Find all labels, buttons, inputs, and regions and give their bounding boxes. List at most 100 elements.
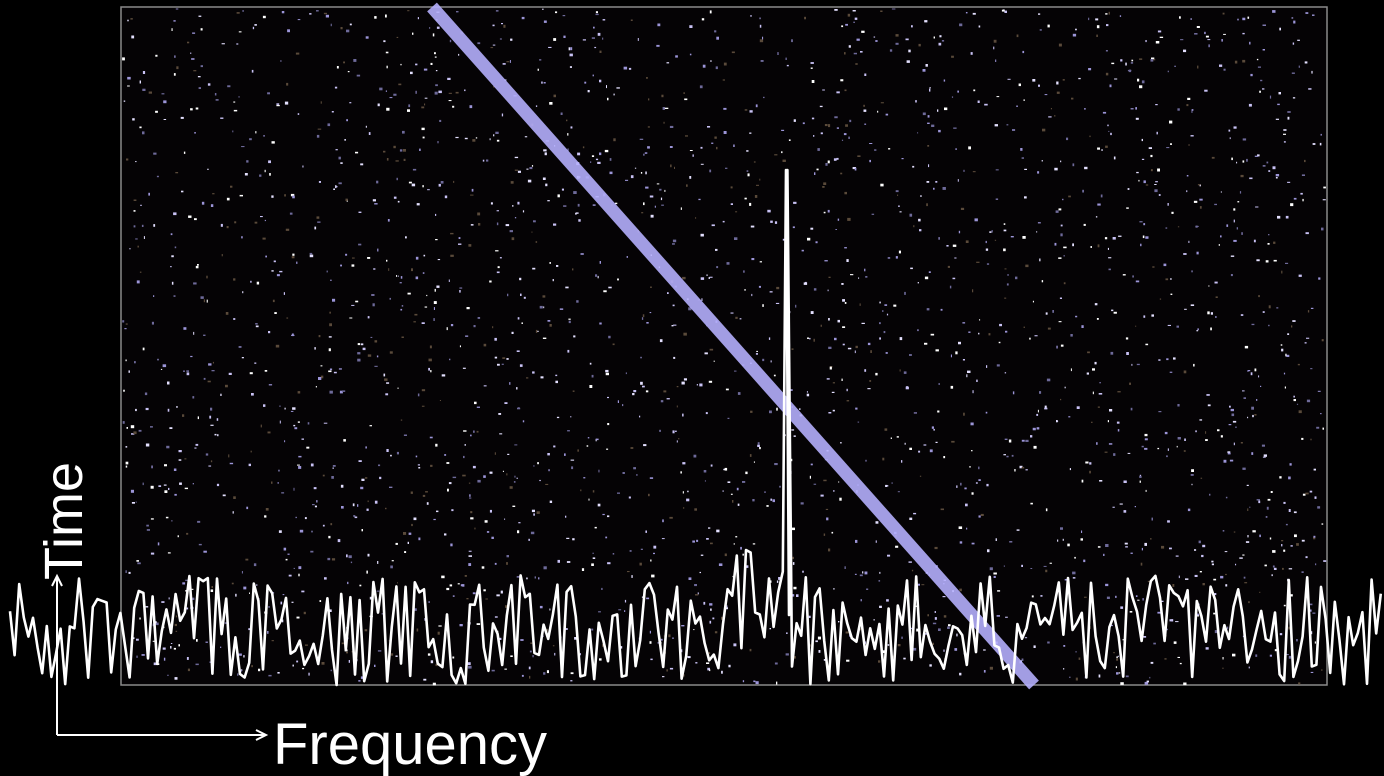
speckle: [1279, 476, 1282, 479]
speckle: [264, 169, 266, 173]
speckle: [374, 500, 378, 504]
speckle: [852, 167, 856, 170]
speckle: [501, 363, 504, 365]
speckle: [1125, 337, 1129, 340]
speckle: [1039, 258, 1041, 262]
speckle: [570, 47, 573, 51]
speckle: [376, 590, 380, 592]
speckle: [1084, 166, 1088, 170]
speckle: [1111, 62, 1115, 65]
speckle: [260, 424, 262, 428]
speckle: [555, 11, 558, 14]
speckle: [528, 538, 530, 541]
speckle: [279, 420, 281, 424]
speckle: [829, 366, 832, 370]
speckle: [630, 447, 634, 449]
speckle: [1155, 41, 1160, 44]
speckle: [228, 372, 232, 375]
speckle: [439, 119, 442, 122]
speckle: [1272, 166, 1276, 170]
speckle: [926, 203, 928, 207]
speckle: [547, 200, 550, 202]
speckle: [906, 60, 910, 63]
speckle: [899, 337, 903, 341]
speckle: [482, 159, 485, 162]
speckle: [913, 512, 917, 515]
speckle: [278, 530, 282, 533]
speckle: [1075, 677, 1078, 681]
speckle: [809, 644, 811, 647]
speckle: [976, 261, 980, 263]
speckle: [813, 483, 817, 485]
speckle: [842, 299, 845, 302]
speckle: [1260, 385, 1262, 387]
speckle: [545, 628, 548, 632]
speckle: [846, 400, 850, 402]
speckle: [203, 377, 206, 380]
speckle: [542, 8, 544, 10]
speckle: [758, 285, 761, 288]
speckle: [412, 32, 414, 35]
speckle: [927, 614, 929, 617]
speckle: [880, 10, 883, 12]
speckle: [1191, 483, 1193, 486]
speckle: [139, 126, 142, 129]
speckle: [1167, 70, 1169, 73]
speckle: [1005, 616, 1008, 618]
speckle: [186, 657, 189, 660]
speckle: [360, 343, 364, 346]
speckle: [810, 67, 813, 69]
speckle: [306, 446, 310, 449]
speckle: [251, 665, 253, 668]
y-axis-label: Time: [34, 462, 94, 580]
speckle: [989, 231, 992, 233]
speckle: [220, 117, 224, 119]
speckle: [607, 396, 609, 399]
speckle: [1141, 547, 1143, 551]
speckle: [834, 116, 838, 119]
speckle: [433, 301, 437, 304]
speckle: [346, 29, 350, 33]
speckle: [646, 77, 648, 79]
speckle: [1041, 280, 1044, 283]
speckle: [1054, 242, 1057, 246]
speckle: [886, 599, 889, 602]
speckle: [1256, 399, 1258, 401]
speckle: [330, 279, 332, 281]
speckle: [820, 132, 823, 135]
speckle: [275, 344, 280, 348]
y-arrow-head: [51, 573, 63, 587]
speckle: [878, 580, 881, 582]
speckle: [1179, 662, 1182, 665]
speckle: [167, 674, 169, 676]
speckle: [1315, 563, 1317, 566]
speckle: [235, 593, 237, 597]
speckle: [1110, 132, 1112, 136]
speckle: [1298, 65, 1300, 68]
speckle: [1060, 398, 1062, 401]
speckle: [640, 548, 643, 550]
speckle: [883, 331, 886, 334]
speckle: [561, 188, 564, 191]
speckle: [1125, 675, 1129, 678]
speckle: [737, 392, 741, 395]
speckle: [133, 225, 136, 228]
speckle: [592, 74, 594, 77]
speckle: [459, 624, 463, 627]
x-axis-label: Frequency: [273, 712, 547, 776]
speckle: [542, 177, 546, 180]
speckle: [346, 651, 348, 654]
speckle: [1223, 68, 1226, 71]
speckle: [549, 324, 552, 327]
speckle: [137, 562, 141, 565]
speckle: [1296, 543, 1299, 546]
speckle: [1058, 43, 1062, 47]
speckle: [673, 356, 676, 359]
speckle: [390, 454, 392, 457]
speckle: [353, 515, 356, 517]
speckle: [971, 542, 975, 545]
speckle: [1198, 540, 1201, 544]
speckle: [522, 210, 525, 213]
speckle: [601, 587, 603, 590]
speckle: [155, 54, 158, 57]
